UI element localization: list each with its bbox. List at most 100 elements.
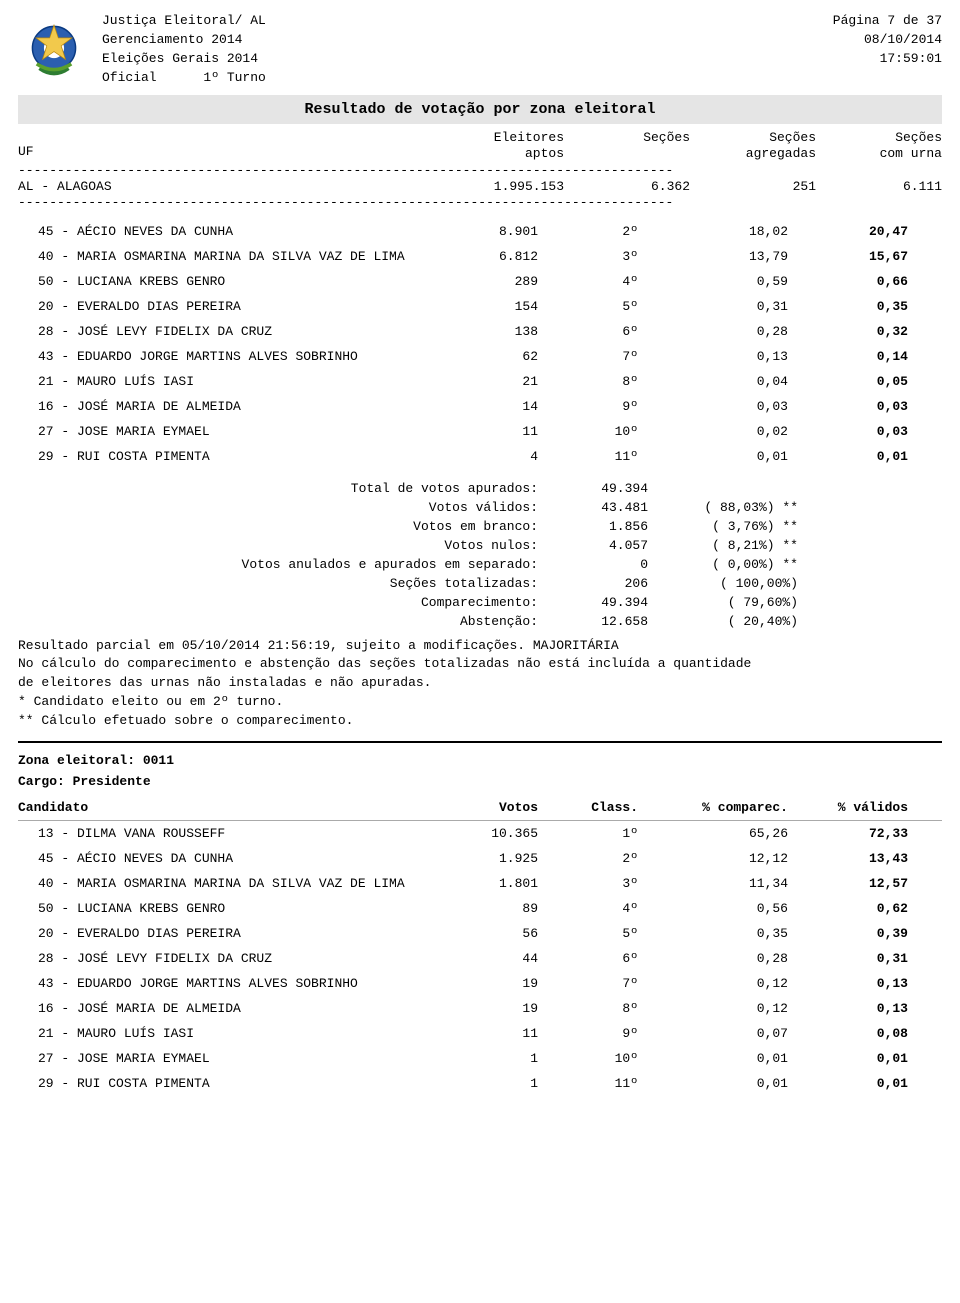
management-label: Gerenciamento 2014 bbox=[102, 31, 242, 50]
candidate-pct2: 0,03 bbox=[788, 399, 908, 414]
candidate-row: 21 - MAURO LUÍS IASI218º0,040,05 bbox=[18, 369, 942, 394]
candidate-name: 28 - JOSÉ LEVY FIDELIX DA CRUZ bbox=[18, 324, 438, 339]
candidate-name: 43 - EDUARDO JORGE MARTINS ALVES SOBRINH… bbox=[18, 976, 438, 991]
candidate-pct2: 0,13 bbox=[788, 1001, 908, 1016]
candidate-class: 3º bbox=[538, 249, 638, 264]
candidate-row: 27 - JOSE MARIA EYMAEL1110º0,020,03 bbox=[18, 419, 942, 444]
summary-value: 49.394 bbox=[538, 595, 648, 610]
candidate-class: 8º bbox=[538, 374, 638, 389]
candidate-row: 20 - EVERALDO DIAS PEREIRA1545º0,310,35 bbox=[18, 294, 942, 319]
candidate-row: 43 - EDUARDO JORGE MARTINS ALVES SOBRINH… bbox=[18, 344, 942, 369]
summary-label: Comparecimento: bbox=[18, 595, 538, 610]
candidate-pct2: 0,62 bbox=[788, 901, 908, 916]
state-eleitores: 1.995.153 bbox=[438, 179, 564, 194]
state-name: AL - ALAGOAS bbox=[18, 179, 438, 194]
candidate-class: 2º bbox=[538, 224, 638, 239]
summary-value: 4.057 bbox=[538, 538, 648, 553]
candidate-class: 6º bbox=[538, 951, 638, 966]
candidate-class: 6º bbox=[538, 324, 638, 339]
candidate-name: 27 - JOSE MARIA EYMAEL bbox=[18, 1051, 438, 1066]
report-time: 17:59:01 bbox=[880, 50, 942, 69]
candidate-class: 7º bbox=[538, 976, 638, 991]
coat-of-arms-icon bbox=[18, 12, 90, 84]
candidate-votes: 1.801 bbox=[438, 876, 538, 891]
summary-value: 12.658 bbox=[538, 614, 648, 629]
candidate-votes: 14 bbox=[438, 399, 538, 414]
zone-title: Zona eleitoral: 0011 bbox=[18, 753, 942, 768]
head-pct-val: % válidos bbox=[788, 800, 908, 815]
candidate-name: 43 - EDUARDO JORGE MARTINS ALVES SOBRINH… bbox=[18, 349, 438, 364]
summary-pct bbox=[648, 481, 798, 496]
candidate-class: 2º bbox=[538, 851, 638, 866]
candidate-class: 11º bbox=[538, 449, 638, 464]
candidate-name: 16 - JOSÉ MARIA DE ALMEIDA bbox=[18, 399, 438, 414]
candidate-votes: 11 bbox=[438, 424, 538, 439]
candidate-class: 3º bbox=[538, 876, 638, 891]
cargo-label: Cargo: Presidente bbox=[18, 774, 942, 789]
candidate-row: 50 - LUCIANA KREBS GENRO2894º0,590,66 bbox=[18, 269, 942, 294]
candidate-class: 4º bbox=[538, 274, 638, 289]
candidate-votes: 44 bbox=[438, 951, 538, 966]
candidate-votes: 89 bbox=[438, 901, 538, 916]
summary-pct: ( 100,00%) bbox=[648, 576, 798, 591]
summary-pct: ( 20,40%) bbox=[648, 614, 798, 629]
candidate-name: 45 - AÉCIO NEVES DA CUNHA bbox=[18, 851, 438, 866]
note-line: ** Cálculo efetuado sobre o comparecimen… bbox=[18, 712, 942, 731]
candidate-name: 45 - AÉCIO NEVES DA CUNHA bbox=[18, 224, 438, 239]
candidate-pct1: 0,59 bbox=[638, 274, 788, 289]
candidate-row: 29 - RUI COSTA PIMENTA111º0,010,01 bbox=[18, 1071, 942, 1096]
candidate-name: 21 - MAURO LUÍS IASI bbox=[18, 374, 438, 389]
candidate-pct2: 72,33 bbox=[788, 826, 908, 841]
candidate-pct2: 0,01 bbox=[788, 1051, 908, 1066]
candidate-class: 5º bbox=[538, 299, 638, 314]
candidate-row: 40 - MARIA OSMARINA MARINA DA SILVA VAZ … bbox=[18, 244, 942, 269]
candidate-row: 16 - JOSÉ MARIA DE ALMEIDA198º0,120,13 bbox=[18, 996, 942, 1021]
candidate-votes: 10.365 bbox=[438, 826, 538, 841]
candidate-class: 1º bbox=[538, 826, 638, 841]
candidate-pct1: 0,04 bbox=[638, 374, 788, 389]
head-pct-comp: % comparec. bbox=[638, 800, 788, 815]
note-line: * Candidato eleito ou em 2º turno. bbox=[18, 693, 942, 712]
summary-label: Votos em branco: bbox=[18, 519, 538, 534]
dash-separator: ----------------------------------------… bbox=[18, 164, 942, 177]
state-agregadas: 251 bbox=[690, 179, 816, 194]
candidate-row: 29 - RUI COSTA PIMENTA411º0,010,01 bbox=[18, 444, 942, 469]
dash-separator: ----------------------------------------… bbox=[18, 196, 942, 209]
turn-label: 1º Turno bbox=[203, 70, 265, 85]
candidate-class: 10º bbox=[538, 424, 638, 439]
summary-row: Votos anulados e apurados em separado:0(… bbox=[18, 555, 942, 574]
election-label: Eleições Gerais 2014 bbox=[102, 50, 258, 69]
candidate-row: 40 - MARIA OSMARINA MARINA DA SILVA VAZ … bbox=[18, 871, 942, 896]
col-agregadas: Seções agregadas bbox=[690, 130, 816, 161]
candidate-pct1: 0,07 bbox=[638, 1026, 788, 1041]
candidate-pct2: 0,03 bbox=[788, 424, 908, 439]
org-name: Justiça Eleitoral/ AL bbox=[102, 12, 266, 31]
candidate-pct1: 0,13 bbox=[638, 349, 788, 364]
candidate-pct1: 0,31 bbox=[638, 299, 788, 314]
col-secoes: Seções bbox=[564, 130, 690, 161]
candidate-row: 45 - AÉCIO NEVES DA CUNHA8.9012º18,0220,… bbox=[18, 219, 942, 244]
candidate-pct1: 0,02 bbox=[638, 424, 788, 439]
candidate-table-2: 13 - DILMA VANA ROUSSEFF10.3651º65,2672,… bbox=[18, 821, 942, 1096]
summary-pct: ( 0,00%) ** bbox=[648, 557, 798, 572]
candidate-votes: 4 bbox=[438, 449, 538, 464]
candidate-name: 13 - DILMA VANA ROUSSEFF bbox=[18, 826, 438, 841]
candidate-name: 29 - RUI COSTA PIMENTA bbox=[18, 1076, 438, 1091]
candidate-pct2: 0,31 bbox=[788, 951, 908, 966]
candidate-pct2: 0,32 bbox=[788, 324, 908, 339]
candidate-class: 7º bbox=[538, 349, 638, 364]
candidate-class: 5º bbox=[538, 926, 638, 941]
candidate-votes: 21 bbox=[438, 374, 538, 389]
candidate-pct2: 0,01 bbox=[788, 449, 908, 464]
candidate-name: 29 - RUI COSTA PIMENTA bbox=[18, 449, 438, 464]
candidate-pct1: 0,03 bbox=[638, 399, 788, 414]
report-title: Resultado de votação por zona eleitoral bbox=[18, 95, 942, 124]
candidate-row: 20 - EVERALDO DIAS PEREIRA565º0,350,39 bbox=[18, 921, 942, 946]
candidate-pct2: 0,08 bbox=[788, 1026, 908, 1041]
candidate-votes: 1.925 bbox=[438, 851, 538, 866]
summary-block: Total de votos apurados:49.394Votos váli… bbox=[18, 479, 942, 631]
candidate-pct2: 0,66 bbox=[788, 274, 908, 289]
candidate-class: 11º bbox=[538, 1076, 638, 1091]
candidate-row: 21 - MAURO LUÍS IASI119º0,070,08 bbox=[18, 1021, 942, 1046]
head-class: Class. bbox=[538, 800, 638, 815]
